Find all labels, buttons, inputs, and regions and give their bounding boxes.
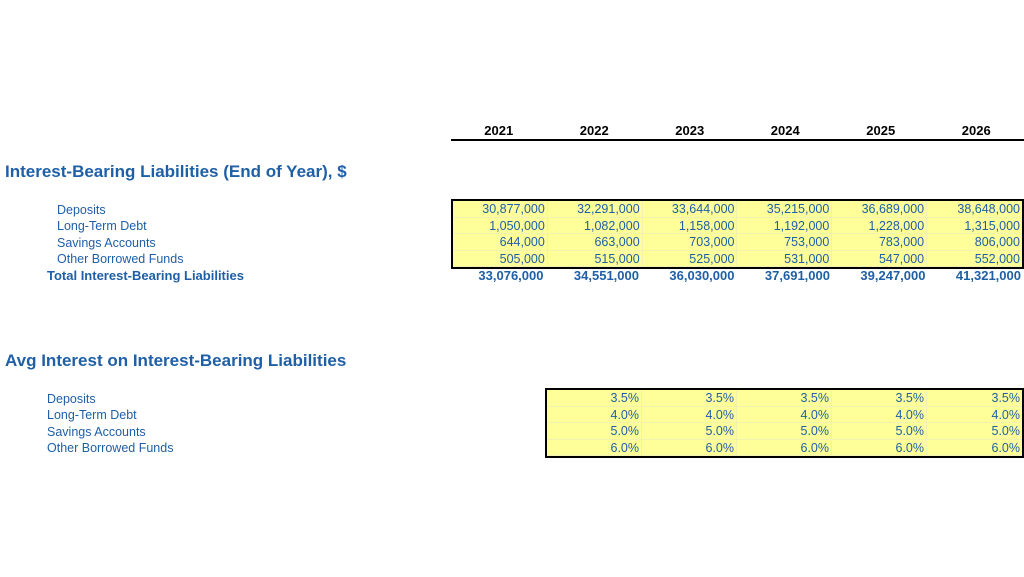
- input-cell[interactable]: 552,000: [927, 251, 1022, 267]
- input-cell[interactable]: 783,000: [832, 234, 928, 251]
- interest-input-grid: 3.5% 3.5% 3.5% 3.5% 3.5% 4.0% 4.0% 4.0% …: [545, 388, 1024, 458]
- input-cell[interactable]: 6.0%: [832, 439, 927, 456]
- input-cell[interactable]: 806,000: [927, 234, 1022, 251]
- input-cell[interactable]: 515,000: [547, 250, 643, 267]
- input-cell[interactable]: 1,050,000: [453, 217, 548, 234]
- input-cell[interactable]: 3.5%: [547, 390, 642, 407]
- input-cell[interactable]: 1,082,000: [547, 217, 643, 234]
- input-cell[interactable]: 6.0%: [927, 440, 1022, 456]
- input-cell[interactable]: 1,315,000: [927, 218, 1022, 234]
- input-cell[interactable]: 36,689,000: [832, 201, 928, 218]
- year-header: 2025: [866, 123, 896, 138]
- input-cell[interactable]: 3.5%: [642, 390, 737, 407]
- row-label-other-borrowed-funds: Other Borrowed Funds: [57, 252, 184, 266]
- input-cell[interactable]: 4.0%: [547, 406, 642, 423]
- input-cell[interactable]: 525,000: [642, 250, 738, 267]
- interest-label-long-term-debt: Long-Term Debt: [47, 408, 137, 422]
- table-row: 5.0% 5.0% 5.0% 5.0% 5.0%: [547, 423, 1022, 440]
- year-header: 2023: [675, 123, 705, 138]
- input-cell[interactable]: 1,228,000: [832, 217, 928, 234]
- interest-label-other-borrowed-funds: Other Borrowed Funds: [47, 441, 174, 455]
- row-label-deposits: Deposits: [57, 203, 106, 217]
- total-cell: 37,691,000: [764, 268, 830, 283]
- total-cell: 39,247,000: [860, 268, 926, 283]
- input-cell[interactable]: 6.0%: [642, 439, 737, 456]
- liabilities-input-grid: 30,877,000 32,291,000 33,644,000 35,215,…: [451, 199, 1024, 269]
- input-cell[interactable]: 32,291,000: [547, 201, 643, 218]
- input-cell[interactable]: 505,000: [453, 250, 548, 267]
- table-row: 3.5% 3.5% 3.5% 3.5% 3.5%: [547, 390, 1022, 407]
- year-header: 2021: [484, 123, 514, 138]
- interest-section-title: Avg Interest on Interest-Bearing Liabili…: [5, 351, 347, 370]
- input-cell[interactable]: 5.0%: [927, 423, 1022, 440]
- table-row: 644,000 663,000 703,000 753,000 783,000 …: [453, 234, 1022, 251]
- input-cell[interactable]: 5.0%: [547, 423, 642, 440]
- table-row: 6.0% 6.0% 6.0% 6.0% 6.0%: [547, 439, 1022, 456]
- input-cell[interactable]: 4.0%: [642, 406, 737, 423]
- input-cell[interactable]: 6.0%: [737, 439, 832, 456]
- input-cell[interactable]: 1,158,000: [642, 217, 738, 234]
- input-cell[interactable]: 5.0%: [737, 423, 832, 440]
- input-cell[interactable]: 531,000: [737, 250, 833, 267]
- interest-label-deposits: Deposits: [47, 392, 96, 406]
- year-header: 2022: [579, 123, 609, 138]
- input-cell[interactable]: 35,215,000: [737, 201, 833, 218]
- row-label-long-term-debt: Long-Term Debt: [57, 219, 147, 233]
- interest-label-savings-accounts: Savings Accounts: [47, 425, 146, 439]
- input-cell[interactable]: 4.0%: [832, 406, 927, 423]
- year-header: 2026: [961, 123, 991, 138]
- total-cell: 36,030,000: [669, 268, 735, 283]
- input-cell[interactable]: 663,000: [547, 234, 643, 251]
- row-label-savings-accounts: Savings Accounts: [57, 236, 156, 250]
- input-cell[interactable]: 547,000: [832, 250, 928, 267]
- input-cell[interactable]: 4.0%: [737, 406, 832, 423]
- input-cell[interactable]: 3.5%: [927, 390, 1022, 407]
- total-cell: 33,076,000: [478, 268, 544, 283]
- liabilities-section-title: Interest-Bearing Liabilities (End of Yea…: [5, 162, 347, 181]
- input-cell[interactable]: 38,648,000: [927, 201, 1022, 218]
- input-cell[interactable]: 4.0%: [927, 407, 1022, 423]
- input-cell[interactable]: 6.0%: [547, 439, 642, 456]
- input-cell[interactable]: 3.5%: [737, 390, 832, 407]
- table-row: 30,877,000 32,291,000 33,644,000 35,215,…: [453, 201, 1022, 218]
- input-cell[interactable]: 703,000: [642, 234, 738, 251]
- table-row: 1,050,000 1,082,000 1,158,000 1,192,000 …: [453, 217, 1022, 234]
- total-cell: 41,321,000: [955, 268, 1021, 283]
- total-cell: 34,551,000: [573, 268, 639, 283]
- input-cell[interactable]: 30,877,000: [453, 201, 548, 218]
- input-cell[interactable]: 5.0%: [642, 423, 737, 440]
- table-row: 4.0% 4.0% 4.0% 4.0% 4.0%: [547, 406, 1022, 423]
- total-row-label: Total Interest-Bearing Liabilities: [47, 268, 244, 283]
- year-header-row: 2021 2022 2023 2024 2025 2026: [451, 123, 1024, 141]
- input-cell[interactable]: 33,644,000: [642, 201, 738, 218]
- input-cell[interactable]: 1,192,000: [737, 217, 833, 234]
- input-cell[interactable]: 5.0%: [832, 423, 927, 440]
- table-row: 505,000 515,000 525,000 531,000 547,000 …: [453, 250, 1022, 267]
- year-header: 2024: [770, 123, 800, 138]
- input-cell[interactable]: 753,000: [737, 234, 833, 251]
- input-cell[interactable]: 3.5%: [832, 390, 927, 407]
- input-cell[interactable]: 644,000: [453, 234, 548, 251]
- total-row: 33,076,000 34,551,000 36,030,000 37,691,…: [451, 267, 1024, 284]
